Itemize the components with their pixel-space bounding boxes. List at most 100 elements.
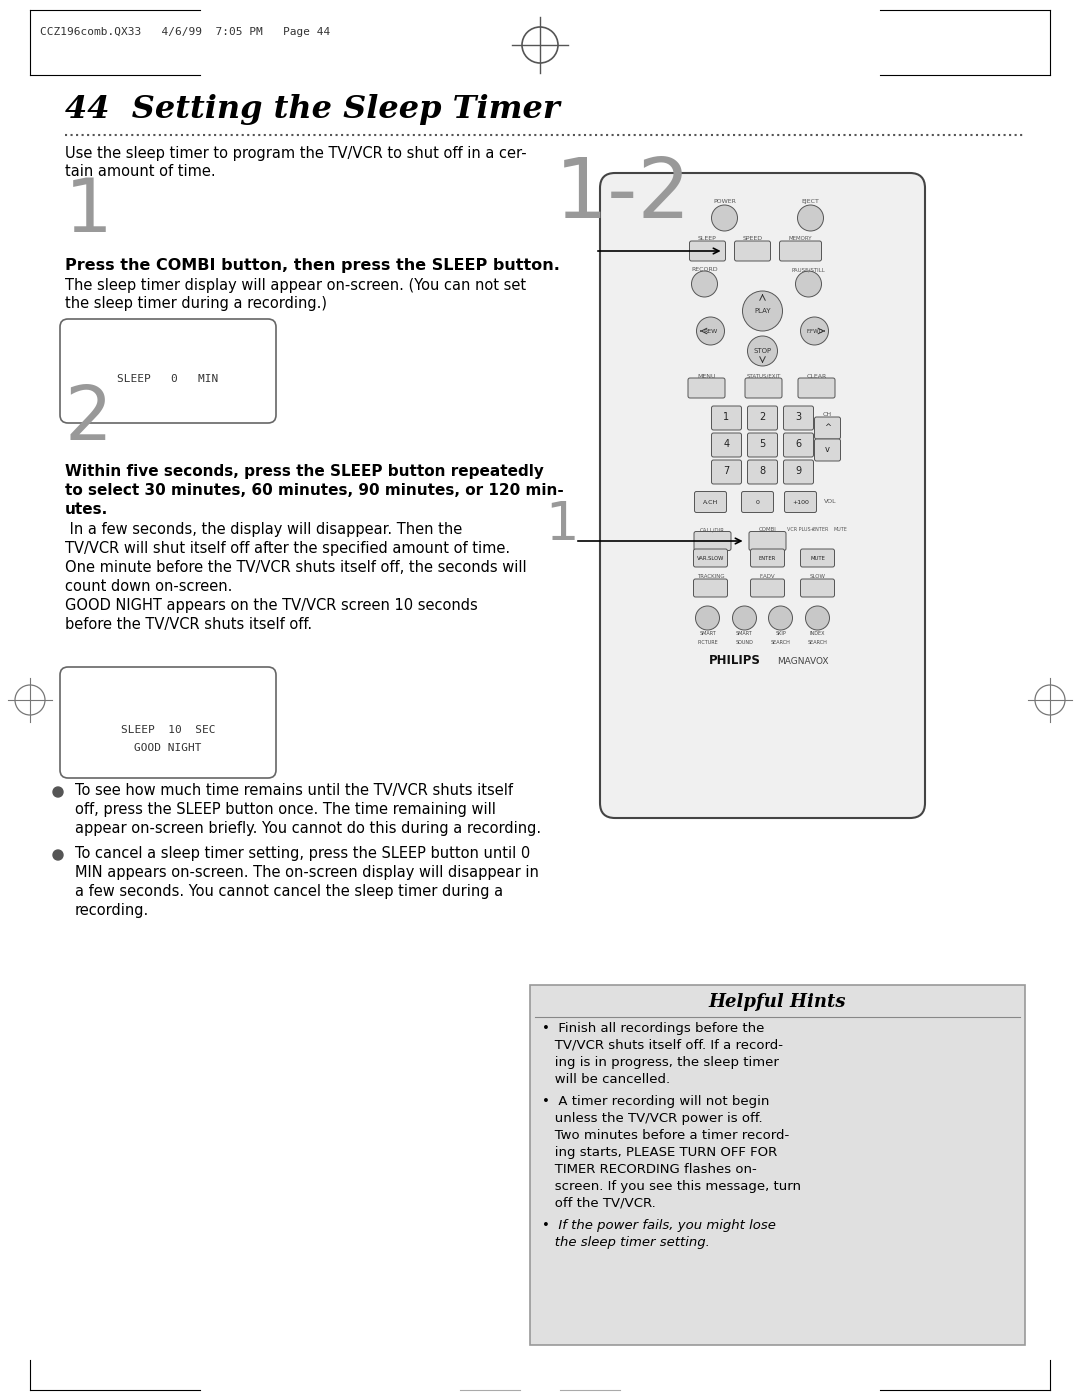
- FancyBboxPatch shape: [747, 407, 778, 430]
- Text: CCZ196comb.QX33   4/6/99  7:05 PM   Page 44: CCZ196comb.QX33 4/6/99 7:05 PM Page 44: [40, 27, 330, 36]
- Text: TV/VCR will shut itself off after the specified amount of time.: TV/VCR will shut itself off after the sp…: [65, 541, 510, 556]
- Text: Press the COMBI button, then press the SLEEP button.: Press the COMBI button, then press the S…: [65, 258, 559, 272]
- FancyBboxPatch shape: [530, 985, 1025, 1345]
- Text: tain amount of time.: tain amount of time.: [65, 163, 216, 179]
- Text: SLEEP: SLEEP: [698, 236, 717, 242]
- Text: 5: 5: [759, 439, 766, 448]
- Text: screen. If you see this message, turn: screen. If you see this message, turn: [542, 1180, 801, 1193]
- FancyBboxPatch shape: [60, 666, 276, 778]
- Text: TIMER RECORDING flashes on-: TIMER RECORDING flashes on-: [542, 1162, 757, 1176]
- FancyBboxPatch shape: [712, 407, 742, 430]
- Text: the sleep timer during a recording.): the sleep timer during a recording.): [65, 296, 327, 312]
- FancyBboxPatch shape: [784, 492, 816, 513]
- Text: •  Finish all recordings before the: • Finish all recordings before the: [542, 1023, 765, 1035]
- Text: The sleep timer display will appear on-screen. (You can not set: The sleep timer display will appear on-s…: [65, 278, 526, 293]
- Text: 1: 1: [724, 412, 730, 422]
- Text: before the TV/VCR shuts itself off.: before the TV/VCR shuts itself off.: [65, 617, 312, 631]
- Text: F.ADV: F.ADV: [759, 574, 775, 578]
- Circle shape: [697, 317, 725, 345]
- Text: To see how much time remains until the TV/VCR shuts itself: To see how much time remains until the T…: [75, 782, 513, 798]
- FancyBboxPatch shape: [694, 492, 727, 513]
- Text: ENTER: ENTER: [759, 556, 777, 562]
- Text: off, press the SLEEP button once. The time remaining will: off, press the SLEEP button once. The ti…: [75, 802, 496, 817]
- Text: will be cancelled.: will be cancelled.: [542, 1073, 670, 1085]
- Text: SLEEP   0   MIN: SLEEP 0 MIN: [118, 374, 218, 384]
- Text: PLAY: PLAY: [754, 307, 771, 314]
- Circle shape: [712, 205, 738, 231]
- Text: GOOD NIGHT: GOOD NIGHT: [134, 743, 202, 753]
- Text: 8: 8: [759, 467, 766, 476]
- FancyBboxPatch shape: [783, 407, 813, 430]
- Text: REW: REW: [703, 330, 717, 334]
- Text: CALL/DIR: CALL/DIR: [700, 527, 725, 532]
- Text: to select 30 minutes, 60 minutes, 90 minutes, or 120 min-: to select 30 minutes, 60 minutes, 90 min…: [65, 483, 564, 497]
- FancyBboxPatch shape: [751, 578, 784, 597]
- Text: 9: 9: [796, 467, 801, 476]
- Text: utes.: utes.: [65, 502, 108, 517]
- FancyBboxPatch shape: [814, 439, 840, 461]
- Text: MAGNAVOX: MAGNAVOX: [777, 657, 828, 666]
- FancyBboxPatch shape: [814, 416, 840, 439]
- FancyBboxPatch shape: [747, 460, 778, 483]
- Text: SEARCH: SEARCH: [808, 640, 827, 645]
- Text: •  A timer recording will not begin: • A timer recording will not begin: [542, 1095, 769, 1108]
- Text: recording.: recording.: [75, 902, 149, 918]
- Text: VCR PLUS+: VCR PLUS+: [786, 527, 814, 532]
- Text: TRACKING: TRACKING: [697, 574, 725, 578]
- FancyBboxPatch shape: [783, 433, 813, 457]
- Text: 1: 1: [545, 499, 579, 550]
- Circle shape: [797, 205, 824, 231]
- Text: STATUS/EXIT: STATUS/EXIT: [746, 374, 781, 379]
- Text: A.CH: A.CH: [703, 500, 718, 504]
- FancyBboxPatch shape: [745, 379, 782, 398]
- FancyBboxPatch shape: [712, 433, 742, 457]
- FancyBboxPatch shape: [689, 242, 726, 261]
- Text: GOOD NIGHT appears on the TV/VCR screen 10 seconds: GOOD NIGHT appears on the TV/VCR screen …: [65, 598, 477, 613]
- Text: SOUND: SOUND: [735, 640, 754, 645]
- Circle shape: [53, 787, 63, 798]
- Text: +100: +100: [792, 500, 809, 504]
- Text: STOP: STOP: [754, 348, 771, 353]
- Circle shape: [747, 337, 778, 366]
- Text: 1-2: 1-2: [555, 154, 691, 235]
- Text: ^: ^: [824, 423, 831, 432]
- FancyBboxPatch shape: [693, 578, 728, 597]
- FancyBboxPatch shape: [783, 460, 813, 483]
- Text: TV/VCR shuts itself off. If a record-: TV/VCR shuts itself off. If a record-: [542, 1039, 783, 1052]
- FancyBboxPatch shape: [688, 379, 725, 398]
- Text: unless the TV/VCR power is off.: unless the TV/VCR power is off.: [542, 1112, 762, 1125]
- Text: INDEX: INDEX: [810, 631, 825, 636]
- Text: SMART: SMART: [699, 631, 716, 636]
- Text: Use the sleep timer to program the TV/VCR to shut off in a cer-: Use the sleep timer to program the TV/VC…: [65, 147, 527, 161]
- FancyBboxPatch shape: [712, 460, 742, 483]
- Text: ing starts, PLEASE TURN OFF FOR: ing starts, PLEASE TURN OFF FOR: [542, 1146, 778, 1160]
- Text: 2: 2: [759, 412, 766, 422]
- Text: COMBI: COMBI: [758, 527, 777, 532]
- Text: a few seconds. You cannot cancel the sleep timer during a: a few seconds. You cannot cancel the sle…: [75, 884, 503, 900]
- Text: MUTE: MUTE: [834, 527, 848, 532]
- FancyBboxPatch shape: [694, 531, 731, 550]
- Text: F.FWD: F.FWD: [806, 330, 823, 334]
- Text: v: v: [825, 446, 831, 454]
- Text: POWER: POWER: [713, 198, 735, 204]
- Text: SPEED: SPEED: [742, 236, 762, 242]
- Text: SLEEP  10  SEC: SLEEP 10 SEC: [121, 725, 215, 735]
- Text: 3: 3: [796, 412, 801, 422]
- FancyBboxPatch shape: [747, 433, 778, 457]
- Text: One minute before the TV/VCR shuts itself off, the seconds will: One minute before the TV/VCR shuts itsel…: [65, 560, 527, 576]
- Text: SLOW: SLOW: [810, 574, 825, 578]
- FancyBboxPatch shape: [750, 531, 786, 550]
- FancyBboxPatch shape: [751, 549, 784, 567]
- Circle shape: [732, 606, 756, 630]
- Text: SEARCH: SEARCH: [770, 640, 791, 645]
- Text: Helpful Hints: Helpful Hints: [708, 993, 847, 1011]
- Text: •  If the power fails, you might lose: • If the power fails, you might lose: [542, 1220, 775, 1232]
- FancyBboxPatch shape: [734, 242, 770, 261]
- Text: SKIP: SKIP: [775, 631, 786, 636]
- Text: 4: 4: [724, 439, 730, 448]
- Text: 44  Setting the Sleep Timer: 44 Setting the Sleep Timer: [65, 94, 559, 124]
- Text: VAR.SLOW: VAR.SLOW: [697, 556, 725, 562]
- Circle shape: [691, 271, 717, 298]
- Text: 6: 6: [796, 439, 801, 448]
- Text: 2: 2: [65, 383, 112, 455]
